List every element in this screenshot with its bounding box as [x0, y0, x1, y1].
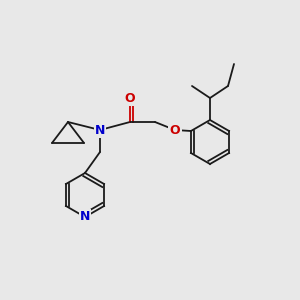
Text: O: O	[170, 124, 180, 136]
Text: O: O	[125, 92, 135, 104]
Text: N: N	[80, 211, 90, 224]
Text: N: N	[95, 124, 105, 136]
